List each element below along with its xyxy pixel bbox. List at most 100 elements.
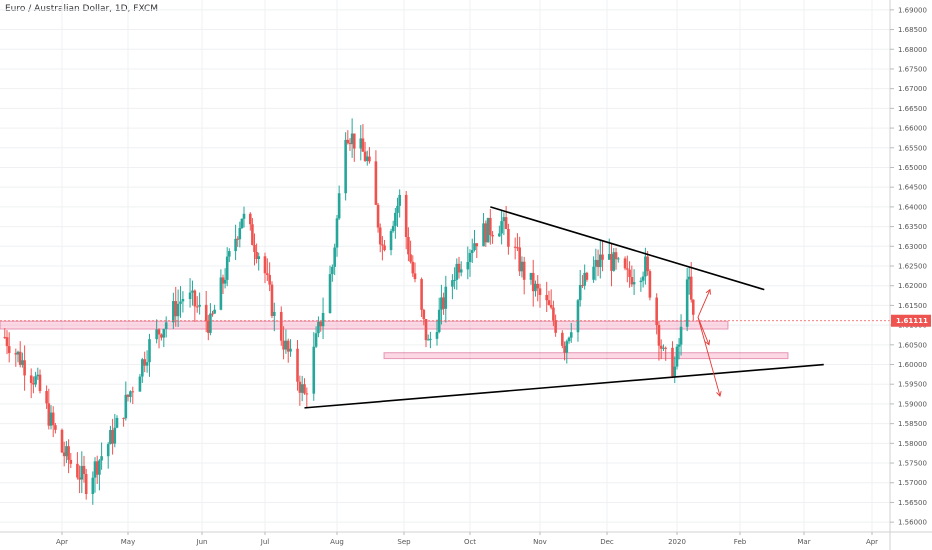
candle-body [429, 338, 432, 340]
price-tag [891, 314, 931, 327]
candle-body [282, 340, 285, 350]
candle-body [145, 362, 149, 366]
y-tick-label: 1.62000 [898, 282, 927, 290]
candle-body [453, 279, 456, 281]
candle-body [344, 139, 347, 194]
candle-body [16, 351, 20, 355]
candle-body [207, 320, 210, 333]
candle-body [109, 430, 112, 445]
resistance-trendline[interactable] [490, 206, 765, 291]
candle-body [312, 346, 316, 394]
candle-body [211, 313, 214, 315]
candle-body [38, 374, 42, 391]
arrow-up [697, 289, 711, 318]
arrow-mid-head [704, 339, 711, 346]
candle-body [69, 459, 73, 464]
support-trendline[interactable] [304, 363, 824, 409]
candle-body [473, 243, 476, 251]
y-tick-label: 1.69000 [898, 6, 927, 14]
candle-body [131, 391, 135, 393]
y-tick-label: 1.56000 [898, 519, 927, 527]
candle-body [98, 460, 101, 475]
y-tick-label: 1.63500 [898, 223, 927, 231]
y-tick-label: 1.59500 [898, 381, 927, 389]
candle-body [29, 375, 33, 384]
candle-body [223, 279, 227, 284]
candle-body [592, 266, 595, 280]
candle-body [333, 247, 336, 267]
candle-body [346, 139, 350, 143]
candle-body [614, 252, 618, 260]
candle-body [82, 465, 86, 475]
y-tick-label: 1.62500 [898, 263, 927, 271]
candle-body [459, 269, 463, 273]
candle-body [348, 142, 352, 145]
candle-body [470, 250, 474, 254]
candle-body [585, 272, 589, 280]
candle-body [504, 217, 508, 229]
candle-body [657, 325, 661, 346]
candle-body [62, 452, 66, 457]
candle-body [225, 256, 229, 280]
candle-body [662, 347, 665, 349]
candle-body [378, 227, 382, 245]
candle-body [268, 274, 271, 285]
y-tick-label: 1.66500 [898, 105, 927, 113]
candle-body [376, 204, 380, 228]
candle-body [383, 245, 386, 251]
candle-body [160, 334, 163, 338]
candle-body [266, 273, 269, 275]
chart-title: Euro / Australian Dollar, 1D, FXCM [5, 4, 159, 14]
candle-body [188, 292, 192, 299]
x-tick-label: Dec [600, 538, 614, 546]
candle-body [204, 304, 208, 321]
candle-body [331, 266, 334, 275]
candle-body [687, 276, 691, 280]
y-tick-label: 1.68500 [898, 26, 927, 34]
candle-body [422, 309, 426, 320]
candle-body [176, 303, 180, 317]
candle-body [381, 244, 384, 246]
candle-body [335, 218, 339, 248]
y-tick-label: 1.63000 [898, 243, 927, 251]
x-tick-label: Jun [196, 538, 208, 546]
candle-body [529, 272, 533, 280]
candle-body [300, 384, 304, 393]
x-tick-label: May [121, 538, 135, 546]
candle-body [675, 346, 679, 367]
candle-body [601, 254, 604, 260]
candle-body [391, 225, 395, 232]
candle-body [122, 417, 125, 419]
candle-body [242, 213, 246, 219]
candle-body [455, 263, 459, 280]
candle-body [115, 417, 119, 428]
candle-body [213, 309, 216, 314]
candle-body [228, 251, 231, 257]
candle-body [36, 374, 40, 377]
candle-body [394, 212, 397, 226]
candle-body [594, 259, 598, 267]
y-tick-label: 1.59000 [898, 400, 927, 408]
candle-body [51, 412, 55, 426]
price-axis[interactable]: 1.69000 1.68500 1.68000 1.67500 1.67000 1.665… [889, 0, 932, 550]
candle-body [328, 274, 332, 313]
candle-body [270, 284, 274, 316]
candle-body [576, 300, 580, 333]
candle-body [426, 339, 430, 341]
candle-body [607, 254, 611, 260]
candle-body [374, 161, 378, 205]
candle-body [563, 345, 566, 353]
candle-body [420, 279, 423, 310]
candle-body [534, 283, 537, 292]
candle-body [491, 235, 494, 237]
candle-body [5, 337, 9, 347]
candle-body [691, 299, 695, 315]
candle-body [124, 394, 128, 419]
time-axis[interactable]: Apr May Jun Jul Aug Sep Oct Nov Dec 2020 Feb Mar Apr [0, 531, 932, 546]
candle-body [195, 306, 199, 308]
candle-body [396, 205, 399, 213]
arrow-down-head [716, 391, 722, 397]
candle-body [238, 228, 242, 240]
candle-body [60, 429, 64, 453]
